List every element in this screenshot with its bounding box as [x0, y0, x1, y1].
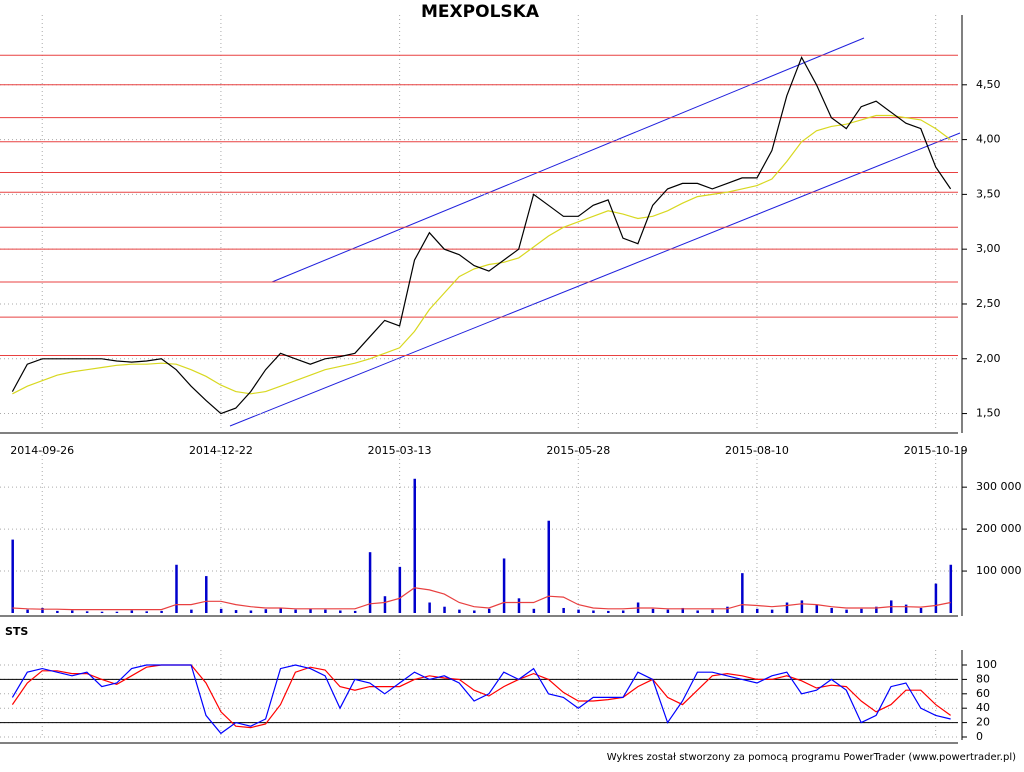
volume-bar: [726, 606, 729, 613]
y-tick-label: 1,50: [976, 407, 1001, 420]
channel-upper: [271, 37, 865, 283]
volume-bar: [532, 608, 536, 613]
volume-bar: [428, 602, 431, 613]
volume-bar: [26, 609, 29, 613]
volume-bar: [115, 611, 119, 613]
volume-bar: [785, 602, 789, 613]
volume-bar: [860, 608, 863, 613]
volume-bar: [339, 610, 342, 613]
volume-bar: [904, 604, 908, 613]
volume-bar: [770, 609, 774, 613]
volume-bar: [413, 478, 416, 613]
volume-bar: [577, 609, 580, 613]
y-tick-label: 100 000: [976, 564, 1022, 577]
x-tick-label: 2015-05-28: [546, 444, 610, 457]
volume-bar: [249, 610, 253, 613]
volume-bar: [875, 606, 878, 613]
y-tick-label: 4,50: [976, 78, 1001, 91]
y-tick-label: 200 000: [976, 522, 1022, 535]
line-series: [11, 664, 951, 729]
volume-bar: [741, 573, 744, 613]
volume-bar: [458, 609, 461, 613]
volume-bar: [562, 607, 565, 613]
volume-bar: [755, 608, 759, 613]
volume-bar: [190, 609, 193, 613]
y-tick-label: 3,00: [976, 242, 1001, 255]
x-tick-label: 2015-10-19: [904, 444, 968, 457]
volume-bar: [234, 610, 238, 613]
y-tick-label: 0: [976, 730, 983, 743]
y-tick-label: 2,50: [976, 297, 1001, 310]
volume-bar: [71, 610, 74, 613]
volume-bar: [607, 610, 610, 613]
panel-title: STS: [5, 625, 28, 638]
line-series: [11, 55, 952, 415]
volume-bar: [383, 596, 387, 613]
volume-bar: [309, 608, 312, 613]
volume-bar: [592, 610, 595, 613]
volume-bar: [56, 610, 59, 613]
volume-bar: [41, 607, 44, 613]
volume-bar: [160, 610, 163, 613]
volume-bar: [205, 576, 208, 613]
volume-bar: [443, 606, 446, 613]
y-tick-label: 4,00: [976, 133, 1001, 146]
volume-bar: [100, 611, 104, 613]
volume-bar: [353, 610, 357, 613]
y-tick-label: 40: [976, 701, 990, 714]
x-tick-label: 2014-09-26: [10, 444, 74, 457]
volume-bar: [398, 566, 402, 613]
x-tick-label: 2015-08-10: [725, 444, 789, 457]
y-tick-label: 20: [976, 716, 990, 729]
x-tick-label: 2015-03-13: [368, 444, 432, 457]
volume-bar: [934, 583, 938, 613]
y-tick-label: 300 000: [976, 480, 1022, 493]
volume-bar: [145, 611, 148, 613]
channel-lower: [229, 132, 961, 427]
volume-bar: [487, 608, 491, 613]
volume-bar: [517, 598, 521, 613]
volume-bar: [294, 609, 297, 613]
footer: Wykres został stworzony za pomocą progra…: [607, 752, 1016, 763]
y-tick-label: 2,00: [976, 352, 1001, 365]
volume-bar: [368, 552, 372, 613]
volume-bar: [85, 611, 89, 613]
y-tick-label: 3,50: [976, 187, 1001, 200]
y-tick-label: 60: [976, 687, 990, 700]
volume-bar: [651, 608, 655, 613]
volume-bar: [949, 564, 953, 613]
line-series: [11, 664, 951, 735]
chart-title: MEXPOLSKA: [421, 2, 540, 22]
volume-bar: [711, 609, 714, 613]
y-tick-label: 80: [976, 672, 990, 685]
volume-bar: [800, 600, 804, 613]
volume-bar: [502, 558, 506, 613]
volume-bar: [130, 610, 134, 613]
volume-bar: [666, 609, 670, 613]
volume-bar: [11, 539, 14, 613]
volume-bar: [473, 610, 476, 613]
volume-average: [12, 587, 951, 611]
volume-bar: [919, 607, 923, 613]
volume-bar: [815, 604, 819, 613]
volume-bar: [175, 564, 178, 613]
volume-bar: [219, 608, 223, 613]
volume-bar: [547, 520, 551, 613]
volume-bar: [830, 607, 833, 613]
volume-bar: [324, 609, 327, 613]
volume-bar: [264, 609, 268, 613]
x-tick-label: 2014-12-22: [189, 444, 253, 457]
volume-bar: [681, 607, 685, 613]
volume-bar: [621, 610, 625, 613]
y-tick-label: 100: [976, 658, 997, 671]
volume-bar: [845, 609, 848, 613]
line-series: [12, 114, 951, 395]
volume-bar: [279, 607, 282, 613]
volume-bar: [696, 610, 699, 613]
